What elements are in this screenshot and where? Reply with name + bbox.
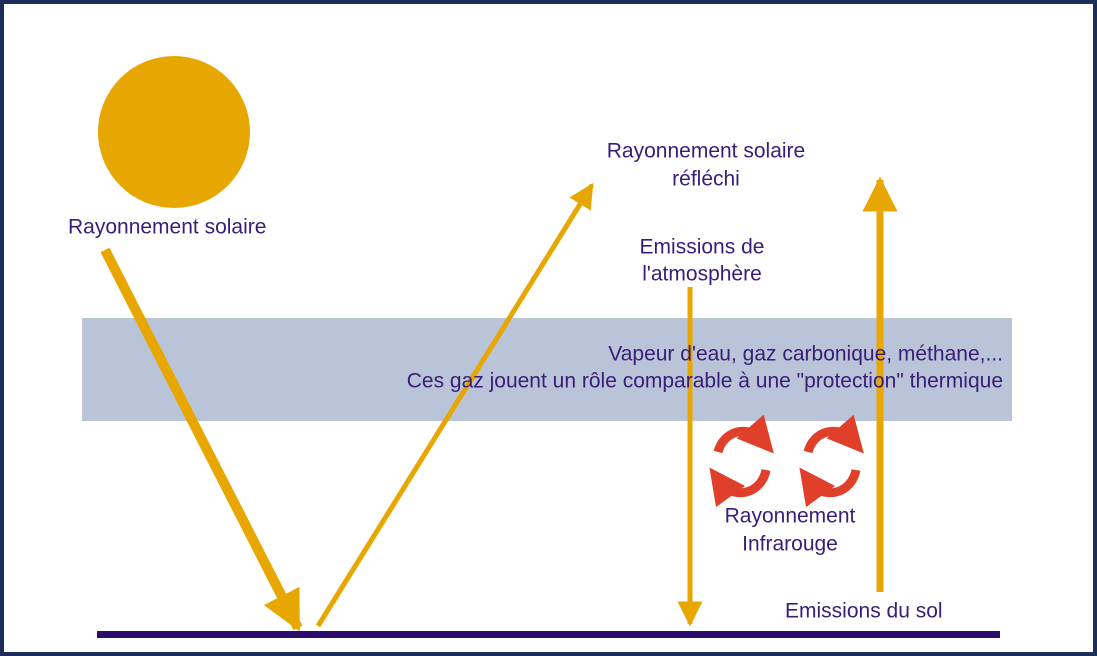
infrared-cycles bbox=[709, 414, 864, 508]
infrared-label: Infrarouge bbox=[742, 533, 838, 556]
incoming-arrow bbox=[100, 247, 303, 632]
infrared-label: Rayonnement bbox=[725, 505, 856, 528]
atmosphere-emission-label: Emissions de bbox=[640, 236, 765, 259]
atmosphere-emission-label: l'atmosphère bbox=[642, 263, 762, 286]
reflected-label: réfléchi bbox=[672, 168, 740, 191]
band-label: Vapeur d'eau, gaz carbonique, méthane,..… bbox=[608, 343, 1003, 366]
band-label: Ces gaz jouent un rôle comparable à une … bbox=[407, 370, 1003, 393]
ground bbox=[97, 631, 1000, 638]
ground-emission-label: Emissions du sol bbox=[785, 600, 943, 623]
reflected-arrow bbox=[315, 182, 595, 628]
incoming-label: Rayonnement solaire bbox=[68, 216, 266, 239]
reflected-label: Rayonnement solaire bbox=[607, 140, 805, 163]
sun bbox=[98, 56, 250, 208]
atmosphere-band bbox=[82, 318, 1012, 421]
